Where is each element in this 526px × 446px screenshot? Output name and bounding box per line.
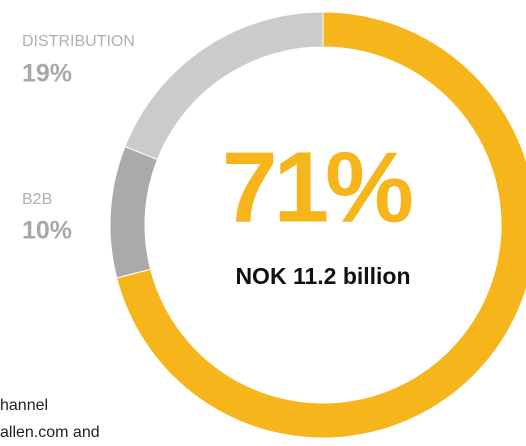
note-text: allen.com and [0,424,100,441]
donut-segment [124,11,324,161]
category-label: B2B [22,191,52,208]
donut-segment [109,145,159,279]
note-text: hannel [0,397,48,414]
donut-segment [116,11,526,439]
category-label: DISTRIBUTION [22,33,135,50]
center-annotation: NOK 11.2 billion [235,263,410,289]
value-label: 10% [22,217,72,245]
center-value-label: 71% [222,131,412,243]
value-label: 19% [22,60,72,88]
